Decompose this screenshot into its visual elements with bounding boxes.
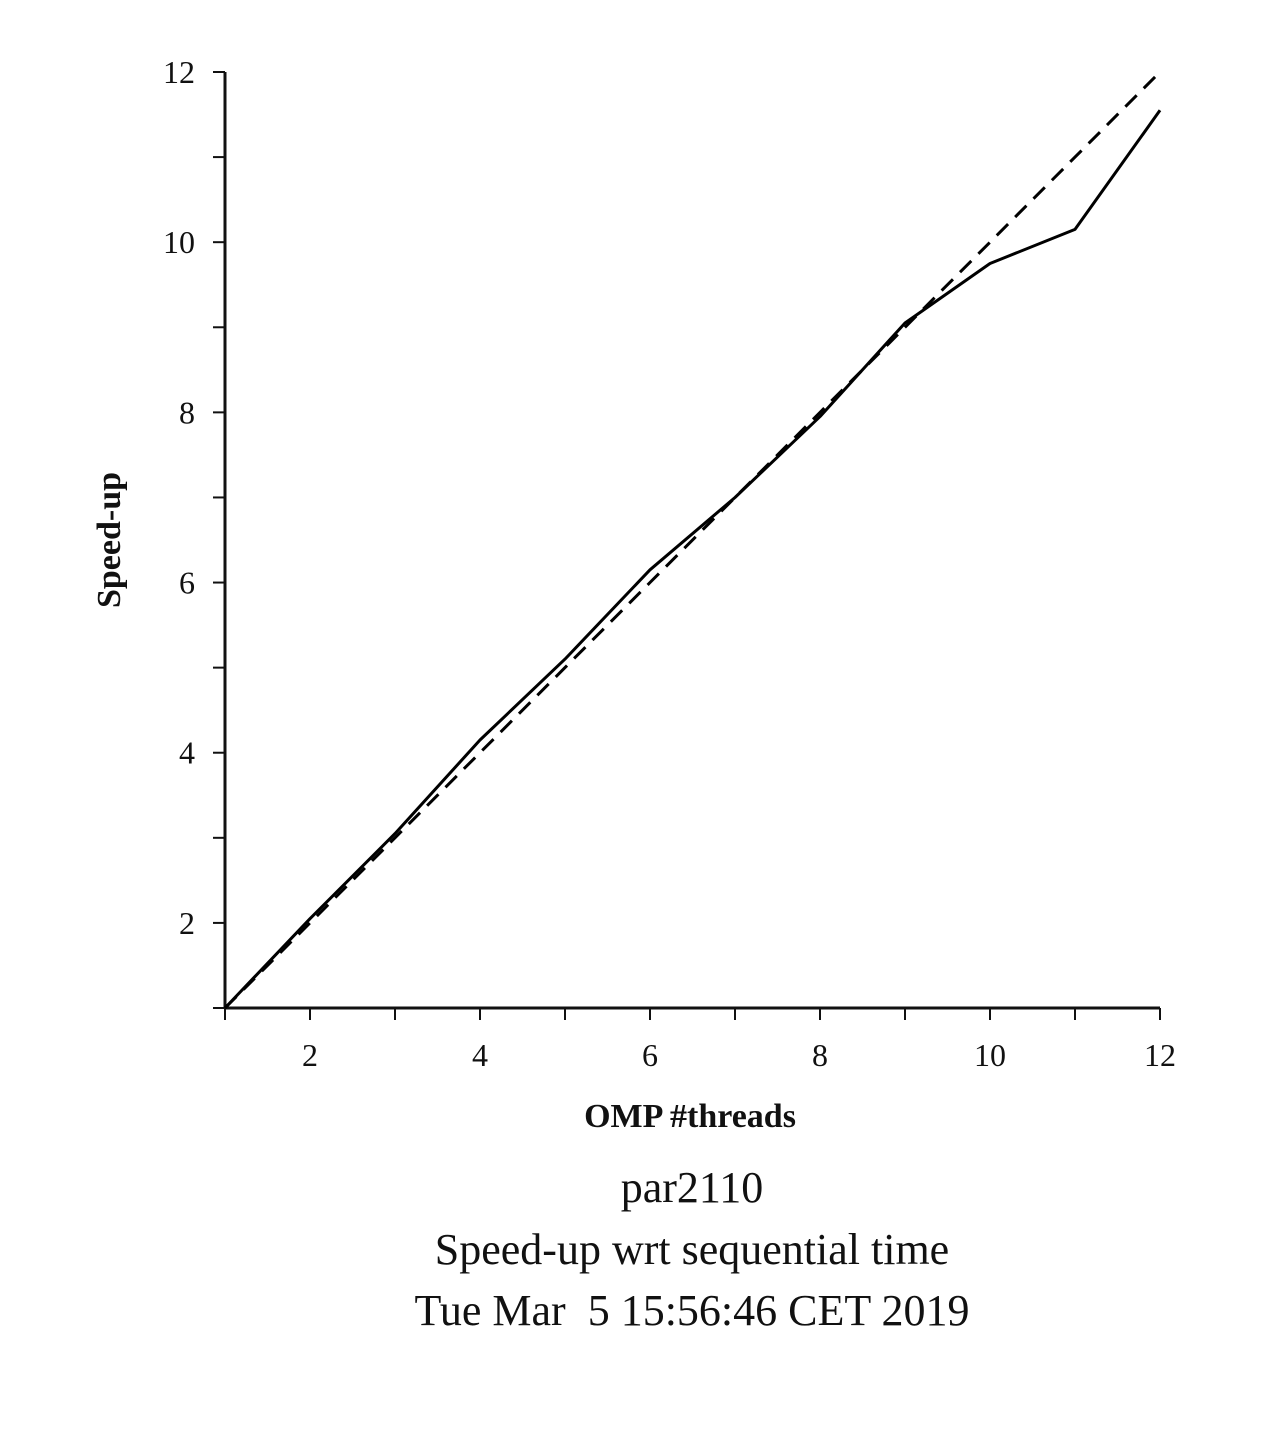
y-tick-label: 8 xyxy=(179,394,195,430)
axes xyxy=(223,72,1160,1010)
ideal-speedup-line xyxy=(223,70,1162,1010)
x-axis-title: OMP #threads xyxy=(584,1098,796,1135)
y-tick-label: 4 xyxy=(179,735,195,771)
caption-line-1: par2110 xyxy=(621,1163,764,1212)
y-tick-label: 6 xyxy=(179,565,195,601)
series xyxy=(223,70,1162,1010)
y-tick-label: 2 xyxy=(179,905,195,941)
x-tick-label: 8 xyxy=(812,1037,828,1073)
measured-speedup-line xyxy=(223,109,1162,1010)
y-axis-title: Speed-up xyxy=(91,472,128,608)
x-tick-label: 10 xyxy=(974,1037,1006,1073)
x-tick-label: 4 xyxy=(472,1037,488,1073)
caption-line-3: Tue Mar 5 15:56:46 CET 2019 xyxy=(415,1286,970,1335)
ticks: 2 4 6 8 10 12 2 4 6 8 10 12 xyxy=(163,54,1176,1073)
x-tick-label: 12 xyxy=(1144,1037,1176,1073)
caption-line-2: Speed-up wrt sequential time xyxy=(435,1225,949,1274)
y-tick-label: 12 xyxy=(163,54,195,90)
y-tick-label: 10 xyxy=(163,224,195,260)
x-tick-label: 6 xyxy=(642,1037,658,1073)
x-tick-label: 2 xyxy=(302,1037,318,1073)
